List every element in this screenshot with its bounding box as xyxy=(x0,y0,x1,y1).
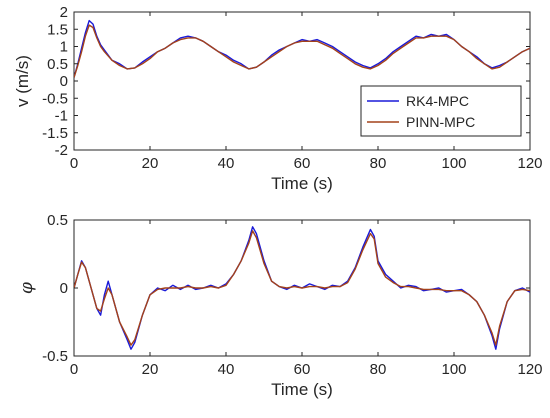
y-tick-label: 2 xyxy=(60,4,68,21)
x-axis-label: Time (s) xyxy=(271,174,333,193)
y-tick-label: 0.5 xyxy=(47,56,68,73)
x-tick-label: 0 xyxy=(70,155,78,172)
chart-1: 0 20 40 60 80 100 120-2-1.5-1-0.500.511.52Time… xyxy=(13,4,543,193)
y-tick-label: -0.5 xyxy=(42,348,68,365)
series-line-pinn-mpc xyxy=(74,24,530,78)
legend: RK4-MPC PINN-MPC xyxy=(360,85,522,137)
x-tick-label: 20 xyxy=(142,361,159,378)
y-axis-label: φ xyxy=(17,282,37,294)
y-tick-label: 1 xyxy=(60,39,68,56)
y-tick-label: 1.5 xyxy=(47,21,68,38)
x-axis-label: Time (s) xyxy=(271,380,333,399)
x-tick-label: 40 xyxy=(218,361,235,378)
y-tick-label: -1 xyxy=(55,108,68,125)
x-tick-label: 20 xyxy=(142,155,159,172)
x-tick-label: 80 xyxy=(370,155,387,172)
y-tick-label: -0.5 xyxy=(42,90,68,107)
x-tick-label: 80 xyxy=(370,361,387,378)
y-tick-label: 0 xyxy=(60,73,68,90)
x-tick-label: 100 xyxy=(441,361,466,378)
series-line-pinn-mpc xyxy=(74,230,530,346)
y-axis-label: v (m/s) xyxy=(13,55,32,107)
legend-entry: RK4-MPC xyxy=(406,93,469,109)
y-tick-label: 0.5 xyxy=(47,212,68,229)
x-tick-label: 40 xyxy=(218,155,235,172)
legend-box xyxy=(360,85,522,137)
x-tick-label: 60 xyxy=(294,155,311,172)
y-tick-label: 0 xyxy=(60,280,68,297)
legend-entry: PINN-MPC xyxy=(406,114,475,130)
x-tick-label: 120 xyxy=(517,361,542,378)
x-tick-label: 60 xyxy=(294,361,311,378)
x-tick-label: 0 xyxy=(70,361,78,378)
x-tick-label: 120 xyxy=(517,155,542,172)
y-tick-label: -2 xyxy=(55,142,68,159)
y-tick-label: -1.5 xyxy=(42,125,68,142)
x-tick-label: 100 xyxy=(441,155,466,172)
